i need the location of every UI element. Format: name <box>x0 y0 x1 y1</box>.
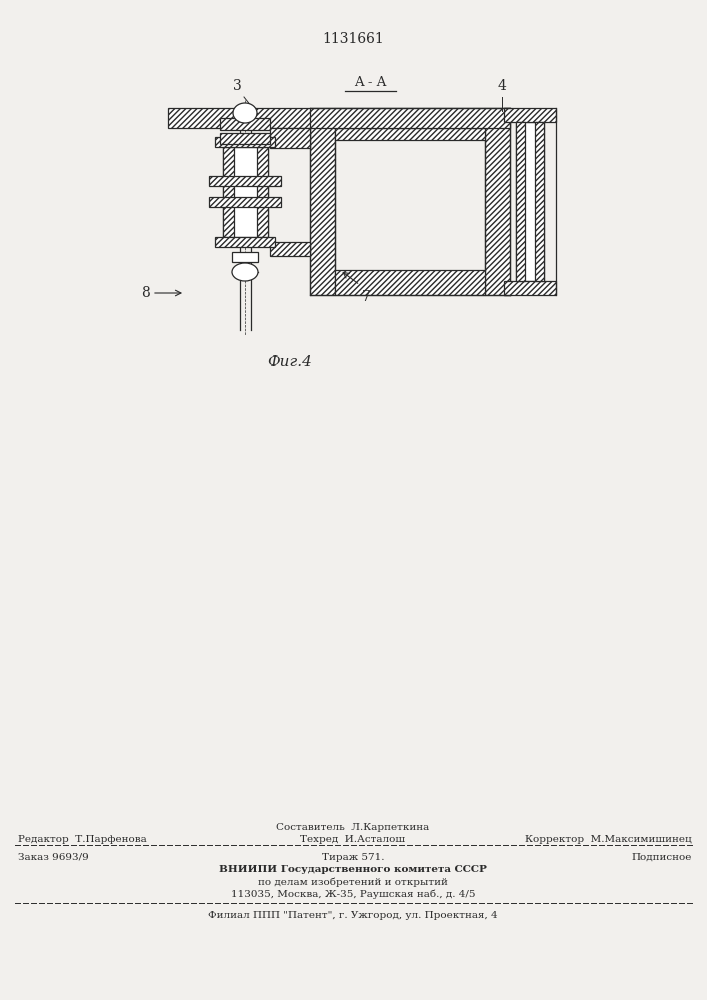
Bar <box>269 242 310 256</box>
Bar <box>215 137 275 147</box>
Bar <box>516 122 525 281</box>
Text: 1131661: 1131661 <box>322 32 384 46</box>
Bar <box>223 147 267 237</box>
Text: Составитель  Л.Карпеткина: Составитель Л.Карпеткина <box>276 822 430 832</box>
Text: Редактор  Т.Парфенова: Редактор Т.Парфенова <box>18 834 147 844</box>
Bar <box>310 108 335 295</box>
Bar <box>209 197 281 207</box>
Text: Корректор  М.Максимишинец: Корректор М.Максимишинец <box>525 834 692 844</box>
Text: по делам изобретений и открытий: по делам изобретений и открытий <box>258 877 448 887</box>
Bar <box>504 108 556 122</box>
Ellipse shape <box>232 263 258 281</box>
Text: 3: 3 <box>233 79 241 93</box>
Text: 7: 7 <box>362 290 371 304</box>
Bar <box>232 252 258 262</box>
Text: Заказ 9693/9: Заказ 9693/9 <box>18 852 89 861</box>
Bar <box>223 147 233 237</box>
Text: Тираж 571.: Тираж 571. <box>322 852 384 861</box>
Text: A - A: A - A <box>354 76 386 89</box>
Bar <box>257 147 267 237</box>
Text: 8: 8 <box>141 286 150 300</box>
Bar <box>335 108 485 128</box>
Bar <box>516 122 544 281</box>
Bar <box>220 133 270 144</box>
Bar <box>220 118 270 130</box>
Bar <box>485 108 510 295</box>
Bar <box>335 128 485 140</box>
Text: 113035, Москва, Ж-35, Раушская наб., д. 4/5: 113035, Москва, Ж-35, Раушская наб., д. … <box>230 889 475 899</box>
Bar <box>335 270 485 295</box>
Bar <box>168 108 510 128</box>
Bar <box>215 237 275 247</box>
Text: 4: 4 <box>498 79 506 93</box>
Bar <box>269 128 310 148</box>
Text: Техред  И.Асталош: Техред И.Асталош <box>300 834 406 844</box>
Text: ВНИИПИ Государственного комитета СССР: ВНИИПИ Государственного комитета СССР <box>219 865 487 874</box>
Bar <box>535 122 544 281</box>
Text: Фиг.4: Фиг.4 <box>267 355 312 369</box>
Ellipse shape <box>233 103 257 123</box>
Text: Подписное: Подписное <box>631 852 692 861</box>
Bar <box>504 281 556 295</box>
Text: Филиал ППП "Патент", г. Ужгород, ул. Проектная, 4: Филиал ППП "Патент", г. Ужгород, ул. Про… <box>208 910 498 920</box>
Bar <box>209 176 281 186</box>
